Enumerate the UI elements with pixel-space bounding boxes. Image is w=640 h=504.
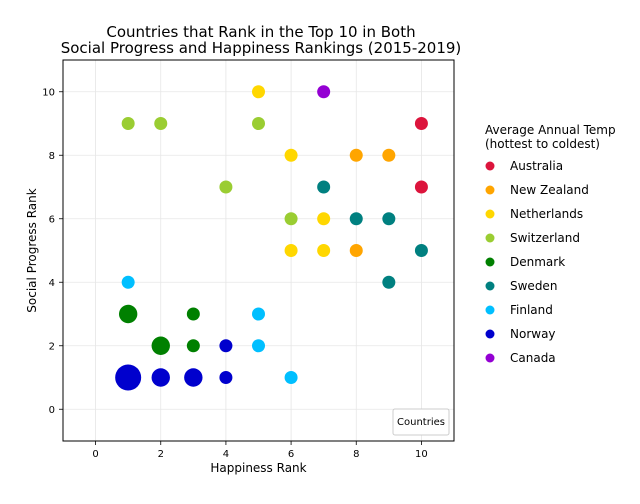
data-point-sweden	[382, 212, 396, 226]
x-axis-label: Happiness Rank	[210, 461, 306, 475]
y-tick-label: 8	[49, 151, 55, 162]
data-point-sweden	[349, 212, 363, 226]
y-tick-label: 4	[49, 278, 55, 289]
legend-marker	[485, 209, 495, 219]
data-point-norway	[115, 364, 142, 391]
data-point-sweden	[414, 244, 428, 257]
data-point-switzerland	[154, 117, 168, 130]
data-point-norway	[219, 371, 233, 384]
legend-marker	[485, 161, 495, 171]
data-point-netherlands	[284, 148, 298, 162]
legend-label: Australia	[510, 159, 563, 173]
data-point-netherlands	[317, 212, 331, 226]
data-points	[115, 85, 428, 391]
data-point-new-zealand	[349, 244, 363, 257]
data-point-switzerland	[121, 117, 135, 130]
chart-title: Countries that Rank in the Top 10 in Bot…	[61, 23, 462, 57]
data-point-norway	[219, 339, 233, 353]
data-point-australia	[414, 117, 428, 130]
data-point-finland	[121, 275, 135, 289]
x-tick-label: 10	[415, 449, 428, 460]
axis-ticks: 0 2 4 6 8 10 0 2 4 6 8 10	[42, 87, 428, 460]
legend-label: Denmark	[510, 255, 565, 269]
legend-marker	[485, 353, 495, 363]
legend-label: Norway	[510, 327, 556, 341]
x-tick-label: 8	[353, 449, 359, 460]
inner-legend-label: Countries	[397, 417, 445, 428]
data-point-norway	[151, 368, 170, 387]
data-point-australia	[414, 180, 428, 194]
data-point-finland	[252, 339, 265, 353]
legend-label: Netherlands	[510, 207, 583, 221]
data-point-finland	[252, 307, 265, 321]
legend-marker	[485, 305, 495, 315]
data-point-switzerland	[252, 117, 265, 130]
data-point-canada	[317, 85, 331, 99]
legend-marker	[485, 233, 495, 243]
legend-label: Canada	[510, 351, 556, 365]
legend-marker	[485, 185, 495, 195]
data-point-netherlands	[252, 85, 265, 99]
chart-title-line: Countries that Rank in the Top 10 in Bot…	[106, 23, 415, 41]
legend-label: Switzerland	[510, 231, 580, 245]
legend-title-line: Average Annual Temp	[485, 123, 616, 137]
data-point-switzerland	[219, 180, 233, 194]
x-tick-label: 0	[92, 449, 98, 460]
legend-marker	[485, 329, 495, 339]
data-point-sweden	[382, 275, 396, 289]
data-point-netherlands	[284, 244, 298, 257]
data-point-netherlands	[317, 244, 331, 257]
y-axis-label: Social Progress Rank	[25, 188, 39, 312]
inner-legend: Countries	[392, 408, 450, 436]
inner-legend-box	[392, 408, 450, 436]
data-point-finland	[284, 371, 298, 384]
data-point-norway	[184, 368, 203, 387]
legend: Average Annual Temp(hottest to coldest) A…	[485, 123, 616, 365]
data-point-denmark	[186, 307, 200, 321]
legend-label: Sweden	[510, 279, 557, 293]
data-point-denmark	[186, 339, 200, 353]
data-point-new-zealand	[349, 148, 363, 162]
data-point-denmark	[118, 304, 138, 324]
legend-label: New Zealand	[510, 183, 589, 197]
legend-marker	[485, 257, 495, 267]
data-point-sweden	[317, 180, 331, 194]
y-tick-label: 0	[49, 405, 55, 416]
y-tick-label: 6	[49, 214, 55, 225]
y-tick-label: 10	[42, 87, 55, 98]
legend-title-line: (hottest to coldest)	[485, 137, 600, 151]
x-tick-label: 2	[158, 449, 164, 460]
x-tick-label: 4	[223, 449, 229, 460]
x-tick-label: 6	[288, 449, 294, 460]
data-point-switzerland	[284, 212, 298, 226]
data-point-denmark	[151, 336, 170, 355]
data-point-new-zealand	[382, 148, 396, 162]
legend-label: Finland	[510, 303, 553, 317]
chart-title-line: Social Progress and Happiness Rankings (…	[61, 39, 462, 57]
plot-area-frame	[62, 59, 455, 442]
legend-marker	[485, 281, 495, 291]
y-tick-label: 2	[49, 341, 55, 352]
